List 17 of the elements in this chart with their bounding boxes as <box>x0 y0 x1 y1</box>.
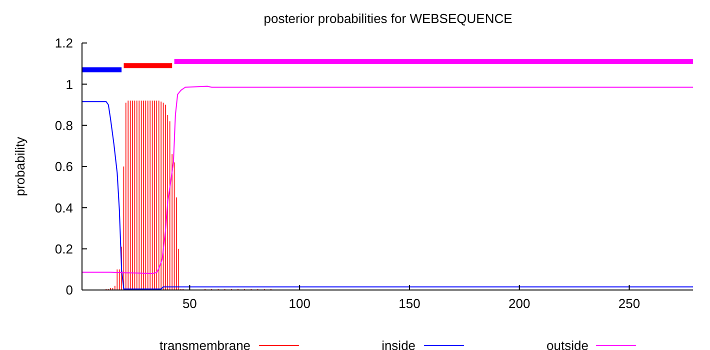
y-tick-label: 0.6 <box>54 159 73 174</box>
x-tick-label: 50 <box>182 296 197 312</box>
legend-label: outside <box>546 338 588 350</box>
x-tick-label: 250 <box>618 296 640 312</box>
y-tick-label: 1 <box>66 76 73 92</box>
legend-label: transmembrane <box>160 338 251 350</box>
y-tick-label: 0 <box>66 282 73 298</box>
y-tick-label: 1.2 <box>54 36 73 51</box>
x-tick-label: 200 <box>508 296 530 312</box>
chart-title: posterior probabilities for WEBSEQUENCE <box>264 11 512 26</box>
y-tick-label: 0.2 <box>54 241 73 256</box>
y-tick-label: 0.4 <box>54 200 73 216</box>
x-tick-label: 150 <box>398 296 420 312</box>
y-tick-label: 0.8 <box>54 118 73 133</box>
y-axis-title: probability <box>12 136 28 196</box>
legend-label: inside <box>382 338 416 350</box>
x-tick-label: 100 <box>288 296 310 312</box>
